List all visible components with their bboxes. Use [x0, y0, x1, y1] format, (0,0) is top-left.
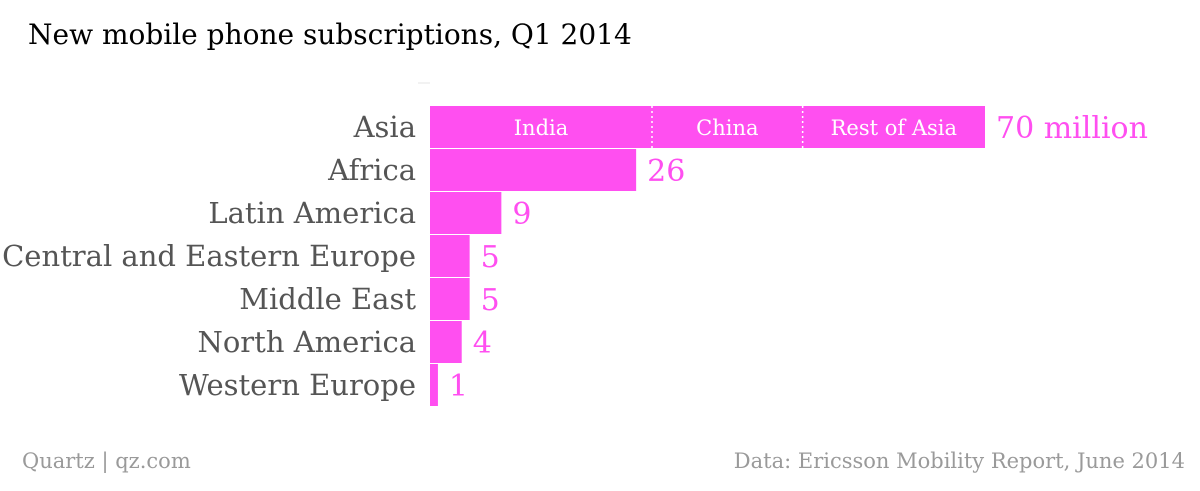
value-label-africa: 26 — [647, 154, 685, 189]
chart-title: New mobile phone subscriptions, Q1 2014 — [28, 18, 632, 51]
footer-source: Data: Ericsson Mobility Report, June 201… — [734, 449, 1185, 473]
value-label-middle-east: 5 — [481, 283, 500, 318]
category-label-western-europe: Western Europe — [179, 368, 416, 402]
bar-asia — [430, 106, 985, 148]
segment-label-india: India — [514, 116, 569, 140]
category-label-africa: Africa — [327, 153, 416, 187]
category-label-north-america: North America — [197, 325, 416, 359]
footer-brand: Quartz | qz.com — [22, 449, 191, 474]
value-label-asia: 70 million — [996, 111, 1148, 146]
category-label-latin-america: Latin America — [208, 196, 416, 230]
bar-north-america — [430, 321, 462, 363]
category-label-central-and-eastern-europe: Central and Eastern Europe — [2, 239, 416, 273]
bar-central-and-eastern-europe — [430, 235, 470, 277]
category-label-middle-east: Middle East — [239, 282, 416, 316]
bar-western-europe — [430, 364, 438, 406]
value-label-western-europe: 1 — [449, 369, 468, 404]
bars-group: Asia 70 million India China Rest of Asia Afri… — [2, 106, 1148, 406]
value-label-central-and-eastern-europe: 5 — [481, 240, 500, 275]
bar-latin-america — [430, 192, 502, 234]
bar-africa — [430, 149, 637, 191]
category-label-asia: Asia — [353, 110, 416, 144]
bar-middle-east — [430, 278, 470, 320]
segment-label-rest-of-asia: Rest of Asia — [831, 116, 957, 140]
segment-label-china: China — [696, 116, 758, 140]
value-label-north-america: 4 — [473, 326, 492, 361]
value-label-latin-america: 9 — [512, 197, 531, 232]
